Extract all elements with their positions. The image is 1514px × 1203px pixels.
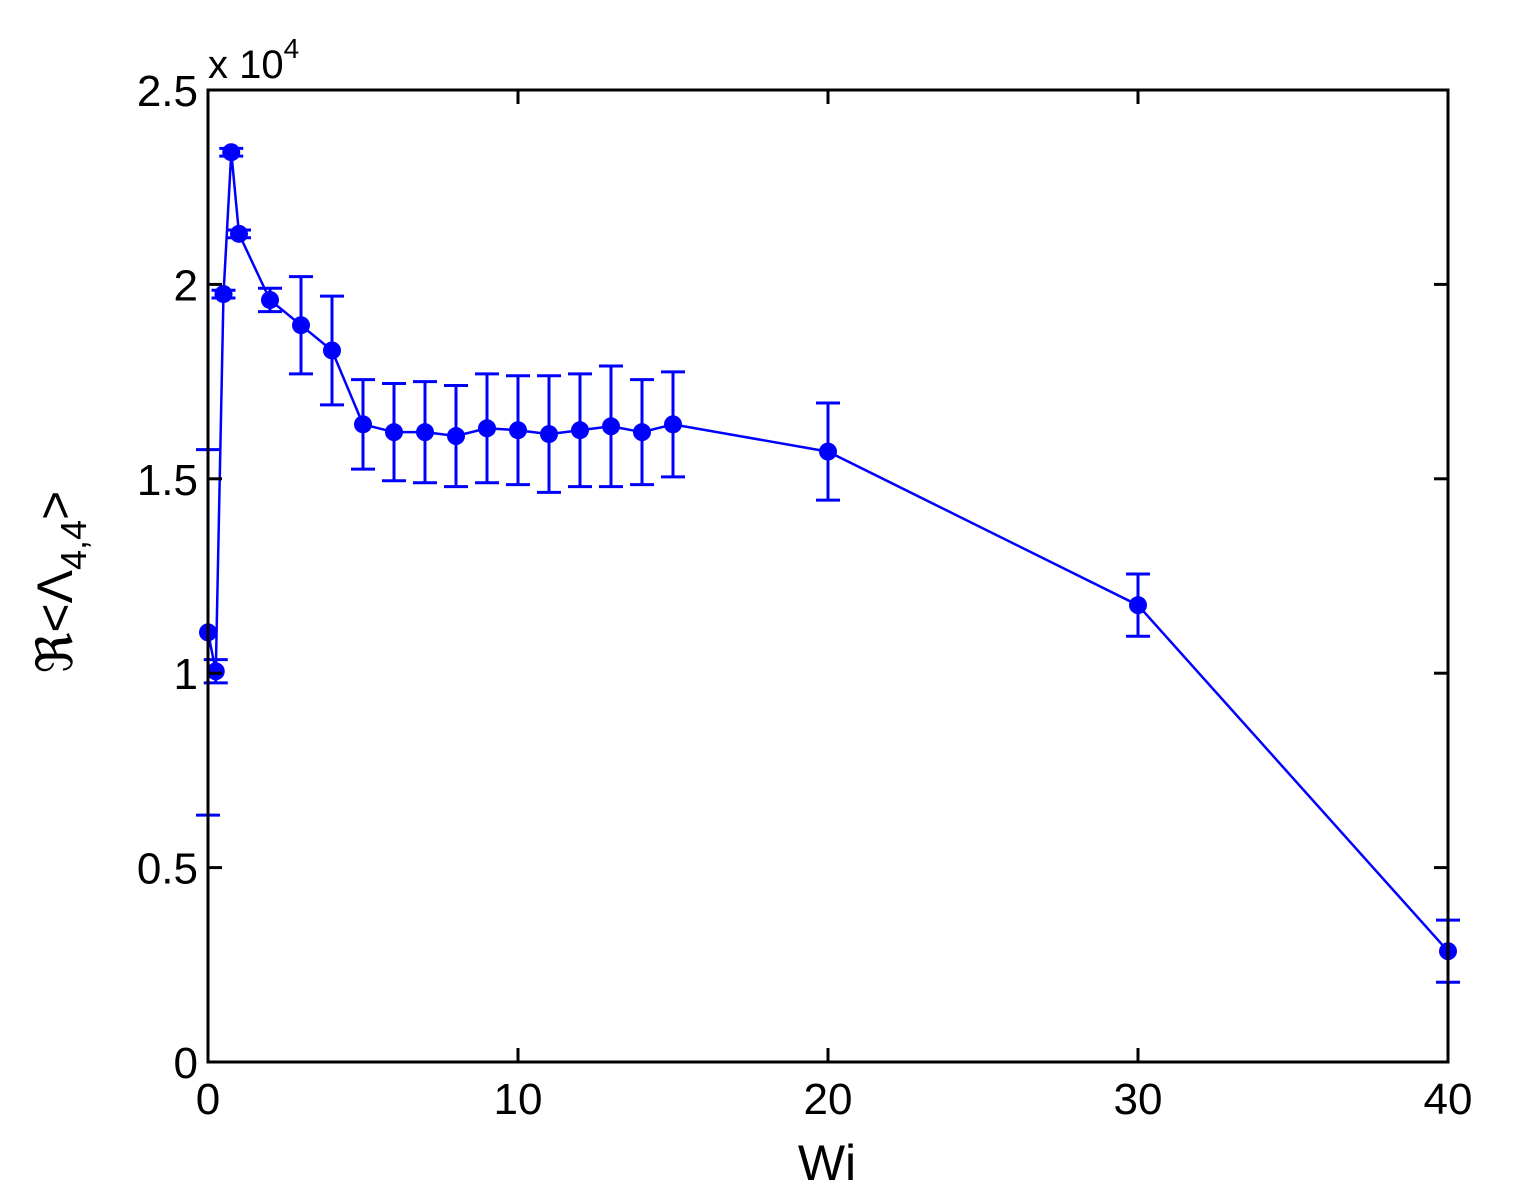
series-line [206,152,1449,953]
y-tick-label: 2.5 [137,67,198,116]
y-tick-label: 0 [174,1039,198,1088]
x-tick-label: 30 [1114,1075,1163,1124]
data-point [206,662,225,681]
y-axis-label-close: > [27,491,83,520]
data-point [323,341,341,360]
data-point [222,143,241,162]
data-point [633,423,651,442]
y-axis-multiplier-base: x 10 [208,43,284,87]
data-point [664,415,682,434]
data-point [509,421,527,440]
y-axis-multiplier: x 104 [208,33,299,87]
ticks-layer: 0 10 20 30 40 0 0.5 1 1.5 2 2.5 [137,67,1473,1124]
x-axis-label: Wi [798,1135,856,1191]
series-layer [196,143,1460,984]
data-point [602,417,620,436]
data-point [385,423,403,442]
data-point [571,421,589,440]
x-tick-label: 40 [1424,1075,1473,1124]
data-point [1129,596,1147,615]
data-point [819,442,837,461]
data-point [478,419,496,438]
data-point [354,415,372,434]
y-tick-label: 1.5 [137,456,198,505]
y-axis-label: ℜ<Λ4,4> [27,491,94,674]
y-axis-label-subscript: 4,4 [53,520,94,570]
y-tick-label: 0.5 [137,845,198,894]
x-tick-label: 0 [196,1075,220,1124]
data-point [447,427,465,446]
y-axis-label-main: ℜ<Λ [27,569,83,673]
data-point [214,285,233,304]
y-axis-multiplier-exponent: 4 [284,33,300,64]
data-point [292,316,310,335]
data-point [230,224,248,243]
y-tick-label: 1 [174,650,198,699]
x-tick-label: 10 [494,1075,543,1124]
data-point [416,423,434,442]
data-point [261,290,279,309]
data-point [540,425,558,444]
x-tick-label: 20 [804,1075,853,1124]
y-tick-label: 2 [174,261,198,310]
